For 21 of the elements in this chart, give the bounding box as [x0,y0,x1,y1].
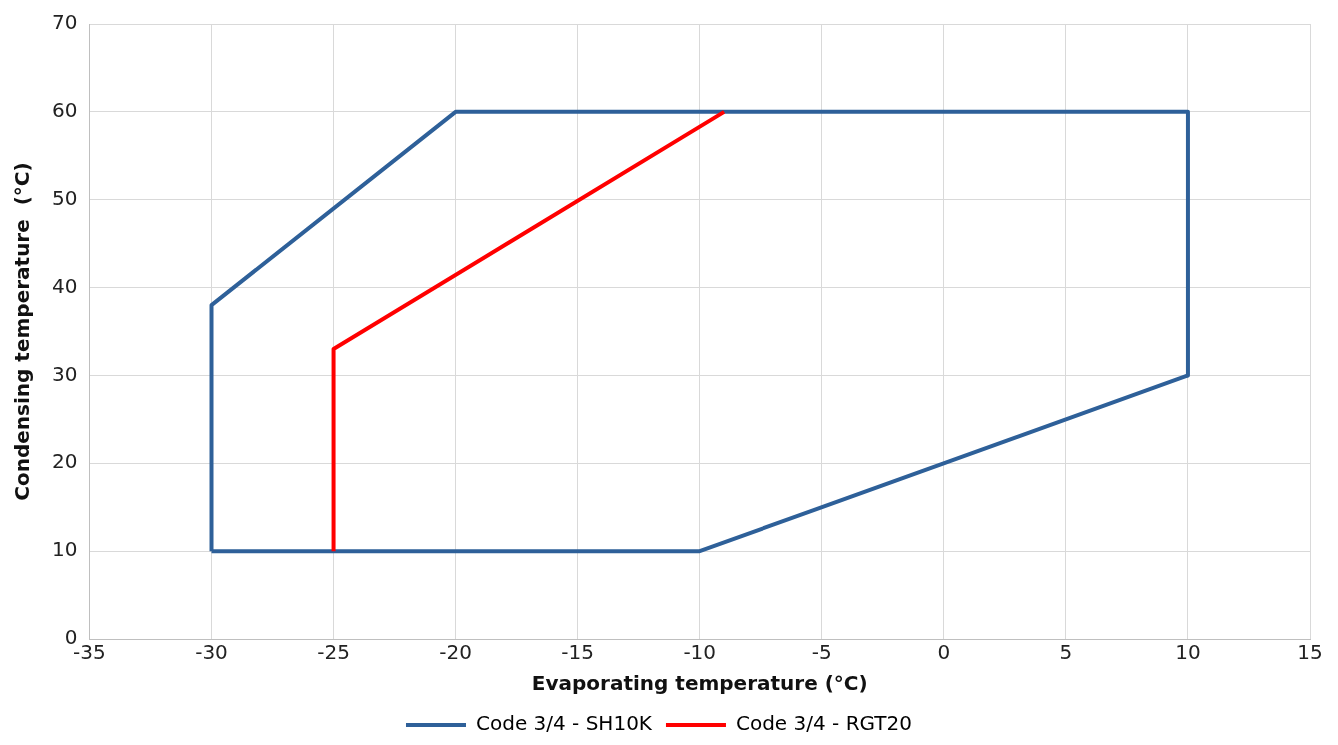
x-tick-label: -25 [317,640,350,665]
x-axis-title: Evaporating temperature (°C) [531,671,868,696]
x-tick-label: -20 [439,640,472,665]
legend-label: Code 3/4 - RGT20 [735,711,913,736]
y-tick-label: 40 [52,273,78,298]
x-tick-label: -10 [683,640,717,665]
y-tick-label: 30 [52,361,78,386]
x-tick-label: -30 [195,640,228,665]
y-axis-title: Condensing temperature (°C) [10,162,35,501]
x-tick-label: 0 [937,640,951,665]
y-tick-label: 10 [52,537,78,562]
x-tick-label: -15 [561,640,595,665]
x-tick-label: 10 [1175,640,1201,665]
y-tick-label: 70 [52,10,78,35]
y-tick-label: 20 [52,449,78,474]
x-tick-label: -5 [811,640,832,665]
x-tick-label: 15 [1297,640,1323,665]
x-tick-label: 5 [1059,640,1073,665]
legend-label: Code 3/4 - SH10K [476,711,653,736]
y-tick-label: 50 [52,185,78,210]
y-tick-label: 60 [52,98,78,123]
